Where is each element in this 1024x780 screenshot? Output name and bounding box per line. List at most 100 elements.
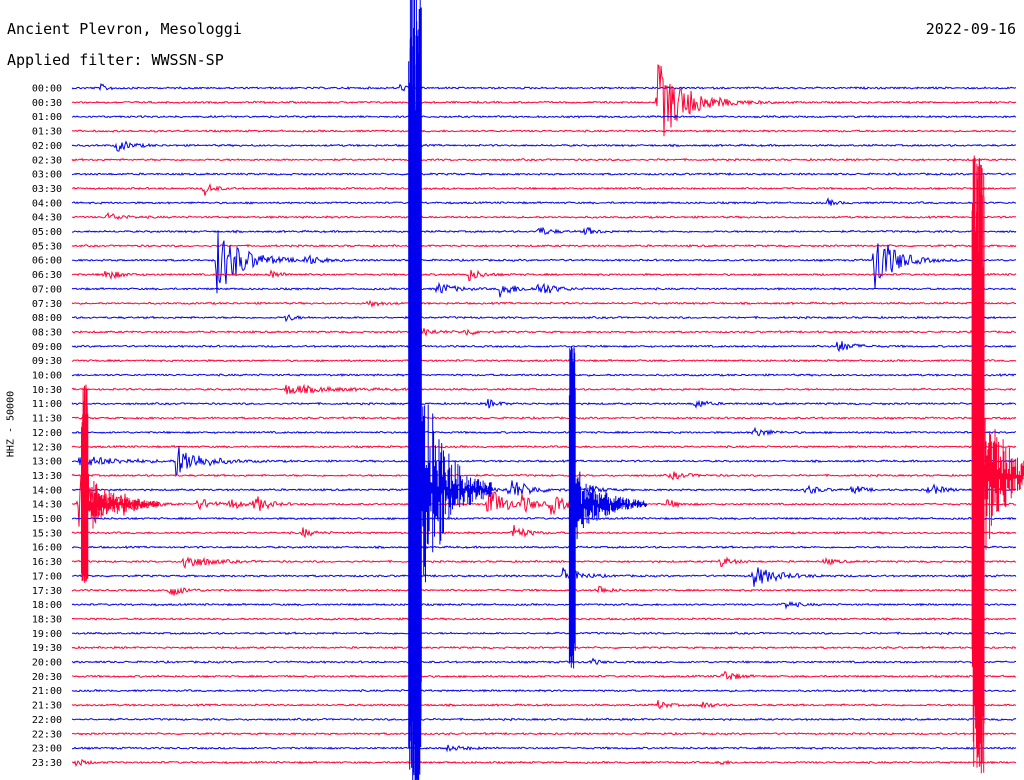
trace-line	[71, 444, 1017, 449]
row-time-label: 19:30	[32, 643, 62, 654]
row-time-label: 23:30	[32, 758, 62, 769]
trace-line	[71, 197, 1017, 206]
trace-line	[71, 516, 1017, 521]
trace-line	[71, 545, 1017, 550]
row-time-label: 00:30	[32, 98, 62, 109]
row-time-label: 11:00	[32, 399, 62, 410]
trace-line	[71, 243, 1017, 248]
row-time-label: 18:00	[32, 600, 62, 611]
trace-line	[71, 269, 1017, 282]
row-time-label: 16:30	[32, 557, 62, 568]
row-time-label: 13:00	[32, 457, 62, 468]
trace-line	[71, 230, 1017, 294]
trace-line	[71, 700, 1017, 710]
trace-line	[71, 657, 1017, 666]
trace-line	[71, 670, 1017, 680]
trace-line	[71, 211, 1017, 221]
row-time-label: 19:00	[32, 629, 62, 640]
trace-line	[71, 64, 1017, 137]
trace-line	[71, 600, 1017, 610]
row-time-label: 22:30	[32, 729, 62, 740]
trace-line	[71, 157, 1017, 162]
row-time-label: 17:30	[32, 586, 62, 597]
trace-line	[71, 426, 1017, 437]
trace-line	[71, 341, 1017, 353]
trace-line	[71, 688, 1017, 693]
row-time-label: 10:30	[32, 385, 62, 396]
trace-line	[71, 556, 1017, 570]
trace-line	[71, 471, 1017, 481]
row-time-label: 03:30	[32, 184, 62, 195]
row-time-label: 20:00	[32, 658, 62, 669]
large-event-trace	[971, 155, 1024, 774]
large-event-trace	[408, 0, 493, 780]
trace-line	[71, 474, 1017, 527]
trace-line	[71, 744, 1017, 753]
row-time-label: 02:30	[32, 155, 62, 166]
trace-line	[72, 313, 1017, 323]
row-time-label: 20:30	[32, 672, 62, 683]
date-label: 2022-09-16	[925, 20, 1016, 38]
row-time-label: 09:30	[32, 356, 62, 367]
row-time-label: 02:00	[32, 141, 62, 152]
row-time-label: 01:30	[32, 127, 62, 138]
row-time-label: 08:00	[32, 313, 62, 324]
trace-line	[71, 140, 1017, 152]
trace-line	[71, 299, 1017, 309]
row-time-label: 15:30	[32, 528, 62, 539]
row-time-label: 17:00	[32, 571, 62, 582]
row-time-label: 21:30	[32, 701, 62, 712]
trace-line	[71, 731, 1017, 736]
trace-line	[71, 114, 1017, 119]
trace-line	[71, 373, 1017, 377]
trace-line	[72, 226, 1017, 236]
row-time-label: 00:00	[32, 84, 62, 95]
row-time-label: 12:30	[32, 442, 62, 453]
row-time-label: 04:00	[32, 198, 62, 209]
trace-line	[71, 172, 1017, 176]
trace-line	[71, 631, 1017, 636]
row-time-label: 09:00	[32, 342, 62, 353]
row-time-label: 01:00	[32, 112, 62, 123]
trace-line	[71, 480, 1017, 501]
row-time-label: 06:30	[32, 270, 62, 281]
trace-line	[71, 327, 1017, 338]
row-time-label: 23:00	[32, 744, 62, 755]
trace-line	[71, 82, 1017, 92]
row-time-label: 12:00	[32, 428, 62, 439]
large-event-trace	[568, 346, 647, 669]
trace-line	[71, 525, 1017, 539]
row-time-label: 15:00	[32, 514, 62, 525]
row-time-label: 11:30	[32, 414, 62, 425]
row-time-label: 14:00	[32, 485, 62, 496]
trace-line	[71, 399, 1017, 409]
trace-line	[71, 183, 1017, 196]
trace-line	[71, 446, 1017, 478]
trace-line	[71, 383, 1017, 395]
trace-line	[71, 617, 1017, 621]
station-title: Ancient Plevron, Mesologgi	[7, 20, 242, 38]
row-time-label: 04:30	[32, 213, 62, 224]
row-time-label: 18:30	[32, 614, 62, 625]
row-time-label: 06:00	[32, 256, 62, 267]
trace-line	[71, 717, 1017, 722]
trace-line	[71, 585, 1017, 596]
row-time-label: 07:00	[32, 284, 62, 295]
trace-line	[71, 567, 1017, 587]
trace-line	[71, 281, 1017, 298]
row-time-label: 05:00	[32, 227, 62, 238]
trace-line	[71, 415, 1017, 420]
row-time-label: 21:00	[32, 686, 62, 697]
trace-line	[71, 759, 1016, 767]
row-time-label: 08:30	[32, 327, 62, 338]
row-time-label: 03:00	[32, 170, 62, 181]
row-time-label: 16:00	[32, 543, 62, 554]
trace-line	[71, 358, 1017, 363]
large-event-trace	[81, 384, 160, 583]
row-time-label: 05:30	[32, 241, 62, 252]
row-time-label: 07:30	[32, 299, 62, 310]
row-time-label: 13:30	[32, 471, 62, 482]
row-time-label: 22:00	[32, 715, 62, 726]
